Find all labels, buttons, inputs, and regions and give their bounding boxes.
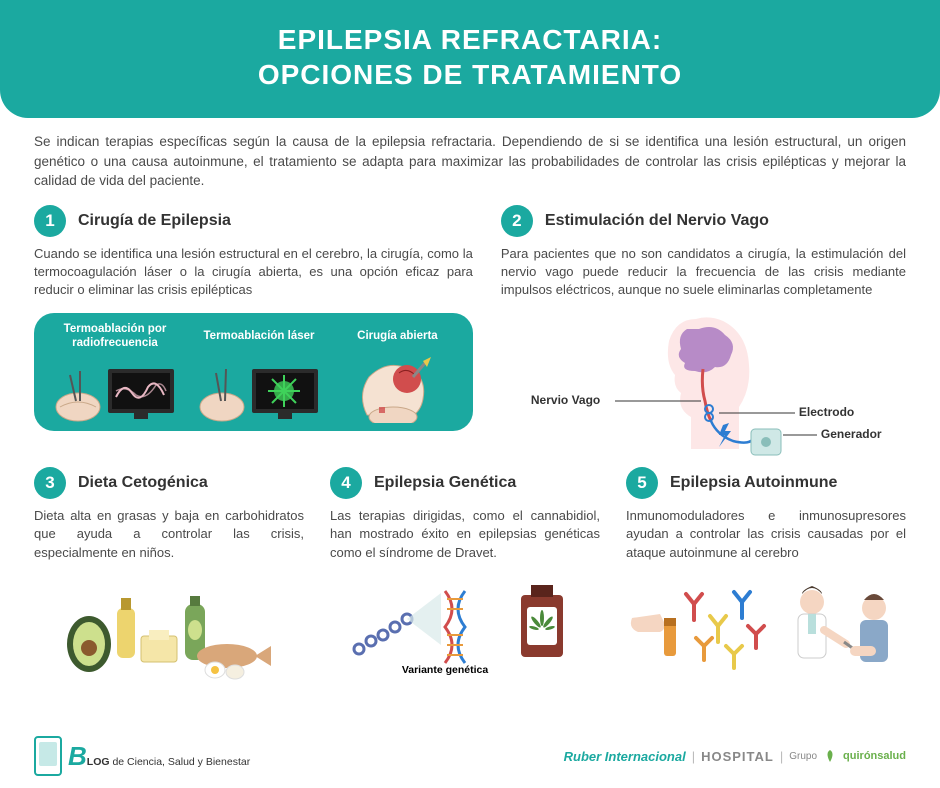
blog-b: B <box>68 741 87 771</box>
quiron-name: quirónsalud <box>843 750 906 762</box>
variant-genetica-label: Variante genética <box>402 665 488 677</box>
footer: BLOG de Ciencia, Salud y Bienestar Ruber… <box>0 736 940 776</box>
surgery-item-rf: Termoablación por radiofrecuencia <box>50 323 180 423</box>
section-1-head: 1 Cirugía de Epilepsia <box>34 205 473 237</box>
hospital-credits: Ruber Internacional | HOSPITAL | Grupo q… <box>564 749 906 764</box>
section-2-head: 2 Estimulación del Nervio Vago <box>501 205 906 237</box>
surgery-item-open: Cirugía abierta <box>338 323 457 423</box>
label-generador: Generador <box>821 427 882 441</box>
section-5-body: Inmunomoduladores e inmunosupresores ayu… <box>626 507 906 562</box>
num-circle-1: 1 <box>34 205 66 237</box>
phone-icon <box>34 736 62 776</box>
blog-logo: BLOG de Ciencia, Salud y Bienestar <box>34 736 250 776</box>
laser-ablation-icon <box>194 355 324 423</box>
section-4-body: Las terapias dirigidas, como el cannabid… <box>330 507 600 562</box>
infographic-page: EPILEPSIA REFRACTARIA: OPCIONES DE TRATA… <box>0 0 940 788</box>
section-3-head: 3 Dieta Cetogénica <box>34 467 304 499</box>
num-circle-2: 2 <box>501 205 533 237</box>
surgery-item-laser: Termoablación láser <box>194 323 324 423</box>
section-2-body: Para pacientes que no son candidatos a c… <box>501 245 906 300</box>
header-banner: EPILEPSIA REFRACTARIA: OPCIONES DE TRATA… <box>0 0 940 118</box>
section-1-title: Cirugía de Epilepsia <box>78 212 231 230</box>
num-circle-3: 3 <box>34 467 66 499</box>
title-line-1: EPILEPSIA REFRACTARIA: <box>20 22 920 57</box>
section-3-title: Dieta Cetogénica <box>78 474 208 492</box>
label-electrodo: Electrodo <box>799 405 854 419</box>
section-autoimmune: 5 Epilepsia Autoinmune Inmunomoduladores… <box>626 467 906 687</box>
hospital-word: HOSPITAL <box>701 749 774 764</box>
section-4-title: Epilepsia Genética <box>374 474 516 492</box>
section-3-body: Dieta alta en grasas y baja en carbohidr… <box>34 507 304 562</box>
divider-2: | <box>780 749 783 764</box>
section-2-title: Estimulación del Nervio Vago <box>545 212 769 230</box>
open-surgery-icon <box>338 355 457 423</box>
section-surgery: 1 Cirugía de Epilepsia Cuando se identif… <box>34 205 473 460</box>
section-5-title: Epilepsia Autoinmune <box>670 474 837 492</box>
genetic-icon: Variante genética <box>330 572 600 687</box>
intro-paragraph: Se indican terapias específicas según la… <box>0 132 940 205</box>
quiron-leaf-icon <box>823 749 837 763</box>
section-4-head: 4 Epilepsia Genética <box>330 467 600 499</box>
num-circle-4: 4 <box>330 467 362 499</box>
grupo-word: Grupo <box>789 751 817 762</box>
surgery-label-3: Cirugía abierta <box>338 323 457 351</box>
row-1: 1 Cirugía de Epilepsia Cuando se identif… <box>0 205 940 460</box>
rf-ablation-icon <box>50 355 180 423</box>
ruber-name: Ruber Internacional <box>564 749 686 764</box>
section-vagus: 2 Estimulación del Nervio Vago Para paci… <box>501 205 906 460</box>
blog-tagline: de Ciencia, Salud y Bienestar <box>110 756 251 768</box>
title-line-2: OPCIONES DE TRATAMIENTO <box>20 57 920 92</box>
surgery-label-2: Termoablación láser <box>194 323 324 351</box>
keto-food-icon <box>34 572 304 687</box>
section-diet: 3 Dieta Cetogénica Dieta alta en grasas … <box>34 467 304 687</box>
section-genetic: 4 Epilepsia Genética Las terapias dirigi… <box>330 467 600 687</box>
blog-log: LOG <box>87 756 110 768</box>
section-1-body: Cuando se identifica una lesión estructu… <box>34 245 473 300</box>
section-5-head: 5 Epilepsia Autoinmune <box>626 467 906 499</box>
divider-1: | <box>692 749 695 764</box>
surgery-label-1: Termoablación por radiofrecuencia <box>50 323 180 351</box>
autoimmune-icon <box>626 572 906 687</box>
vagus-diagram: Nervio Vago Electrodo Generador <box>501 309 906 459</box>
row-2: 3 Dieta Cetogénica Dieta alta en grasas … <box>0 467 940 687</box>
num-circle-5: 5 <box>626 467 658 499</box>
surgery-panel: Termoablación por radiofrecuencia <box>34 313 473 431</box>
label-nervio-vago: Nervio Vago <box>531 393 600 407</box>
